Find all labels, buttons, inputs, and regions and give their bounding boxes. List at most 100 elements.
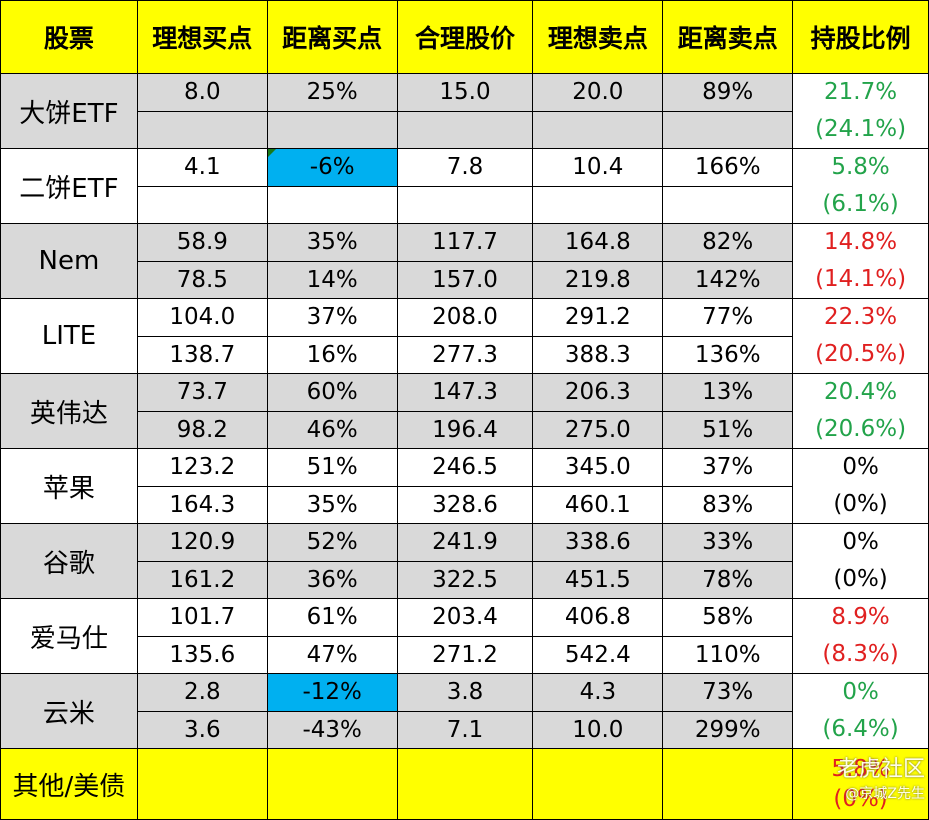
cell-value: 20.0: [572, 79, 624, 106]
cell-ideal-buy: 164.3: [136, 485, 268, 524]
stock-name: 二饼ETF: [0, 148, 138, 224]
cell-distance-buy: 35%: [266, 223, 398, 262]
watermark-line2: @京城Z先生: [845, 786, 925, 802]
holding-ratio-target: (20.5%): [815, 341, 907, 367]
cell-value: 51%: [306, 454, 358, 481]
cell-fair-price: 277.3: [396, 335, 534, 374]
table-row: 云米 2.8 -12% 3.8 4.3 73% 0% (6.4%): [0, 673, 929, 749]
cell-value: 120.9: [169, 529, 236, 556]
cell-distance-sell: 136%: [662, 335, 794, 374]
cell-fair-price: 117.7: [396, 223, 534, 262]
cell-value: 58.9: [176, 229, 228, 256]
header-holding-ratio: 持股比例: [792, 0, 929, 74]
cell-value: 13%: [702, 379, 754, 406]
cell-value: 4.3: [579, 679, 617, 706]
cell-value: 345.0: [564, 454, 631, 481]
holding-ratio-cell: 0% (0%): [792, 523, 929, 599]
cell-value: 58%: [702, 604, 754, 631]
cell-distance-buy: 52%: [266, 523, 398, 562]
cell-value: 246.5: [432, 454, 498, 481]
table-row: 爱马仕 101.7 61% 203.4 406.8 58% 8.9% (8.3%): [0, 598, 929, 674]
cell-ideal-buy: 101.7: [136, 598, 268, 637]
cell-distance-buy: 46%: [266, 410, 398, 449]
stock-name: LITE: [0, 298, 138, 374]
cell-distance-buy: [266, 748, 398, 820]
cell-distance-sell: [662, 110, 794, 149]
table-row: LITE 104.0 37% 208.0 291.2 77% 22.3% (20.5%): [0, 298, 929, 374]
cell-ideal-buy: 123.2: [136, 448, 268, 487]
cell-ideal-buy: [136, 748, 268, 820]
holding-ratio-cell: 0% (6.4%): [792, 673, 929, 749]
cell-fair-price: 241.9: [396, 523, 534, 562]
table-row: 138.7 16% 277.3 388.3 136%: [1, 335, 929, 374]
holding-ratio-cell: 21.7% (24.1%): [792, 73, 929, 149]
cell-ideal-sell: 275.0: [532, 410, 664, 449]
cell-value: 166%: [694, 154, 761, 181]
cell-value: 101.7: [169, 604, 236, 631]
cell-fair-price: 328.6: [396, 485, 534, 524]
cell-fair-price: 196.4: [396, 410, 534, 449]
cell-ideal-sell: 164.8: [532, 223, 664, 262]
cell-distance-sell: 33%: [662, 523, 794, 562]
cell-value: 3.8: [446, 679, 484, 706]
cell-fair-price: 203.4: [396, 598, 534, 637]
cell-distance-buy: 61%: [266, 598, 398, 637]
cell-value: 7.8: [446, 154, 484, 181]
cell-fair-price: 208.0: [396, 298, 534, 337]
stock-name: 英伟达: [0, 373, 138, 449]
cell-ideal-sell: 4.3: [532, 673, 664, 712]
cell-value: 206.3: [564, 379, 631, 406]
header-stock: 股票: [0, 0, 138, 74]
holding-ratio-target: (8.3%): [822, 641, 899, 667]
cell-distance-buy: 35%: [266, 485, 398, 524]
cell-value: 15.0: [439, 79, 491, 106]
cell-fair-price: [396, 185, 534, 224]
cell-ideal-sell: 542.4: [532, 635, 664, 674]
holding-ratio-cell: 22.3% (20.5%): [792, 298, 929, 374]
cell-ideal-sell: 20.0: [532, 73, 664, 112]
holding-ratio: 5.8%: [831, 756, 890, 782]
table-row: 谷歌 120.9 52% 241.9 338.6 33% 0% (0%): [0, 523, 929, 599]
cell-ideal-sell: 338.6: [532, 523, 664, 562]
cell-ideal-sell: 451.5: [532, 560, 664, 599]
holding-ratio: 0%: [842, 454, 879, 480]
cell-ideal-sell: [532, 185, 664, 224]
cell-value: 37%: [306, 304, 358, 331]
holding-ratio: 8.9%: [831, 604, 890, 630]
cell-value: 35%: [306, 229, 358, 256]
watermark: 老虎社区 @京城Z先生: [837, 751, 925, 803]
stock-name: Nem: [0, 223, 138, 299]
cell-value: 104.0: [169, 304, 236, 331]
holding-ratio: 22.3%: [824, 304, 898, 330]
cell-distance-sell: 77%: [662, 298, 794, 337]
table-row: [1, 110, 929, 149]
cell-ideal-sell: 10.0: [532, 710, 664, 749]
holding-ratio-target: (14.1%): [815, 266, 907, 292]
cell-ideal-buy: 138.7: [136, 335, 268, 374]
cell-distance-sell: 82%: [662, 223, 794, 262]
holding-ratio-cell: 0% (0%): [792, 448, 929, 524]
cell-value: 208.0: [432, 304, 498, 331]
cell-distance-buy: [266, 185, 398, 224]
cell-fair-price: 157.0: [396, 260, 534, 299]
header-distance-buy: 距离买点: [266, 0, 398, 74]
table-row: 苹果 123.2 51% 246.5 345.0 37% 0% (0%): [0, 448, 929, 524]
cell-distance-buy: -12%: [266, 673, 398, 712]
header-fair-price: 合理股价: [396, 0, 534, 74]
cell-distance-sell: [662, 748, 794, 820]
cell-fair-price: 246.5: [396, 448, 534, 487]
cell-distance-buy: 60%: [266, 373, 398, 412]
table-row: 大饼ETF 8.0 25% 15.0 20.0 89% 21.7% (24.1%): [0, 73, 929, 149]
cell-distance-sell: 142%: [662, 260, 794, 299]
holding-ratio-cell: 8.9% (8.3%): [792, 598, 929, 674]
cell-distance-buy: 14%: [266, 260, 398, 299]
cell-ideal-sell: 291.2: [532, 298, 664, 337]
cell-value: 4.1: [184, 154, 221, 181]
holding-ratio-cell: 14.8% (14.1%): [792, 223, 929, 299]
cell-fair-price: 271.2: [396, 635, 534, 674]
cell-ideal-sell: 460.1: [532, 485, 664, 524]
stock-name: 爱马仕: [0, 598, 138, 674]
cell-value: -12%: [302, 679, 362, 706]
holding-ratio-target: (6.4%): [822, 716, 899, 742]
